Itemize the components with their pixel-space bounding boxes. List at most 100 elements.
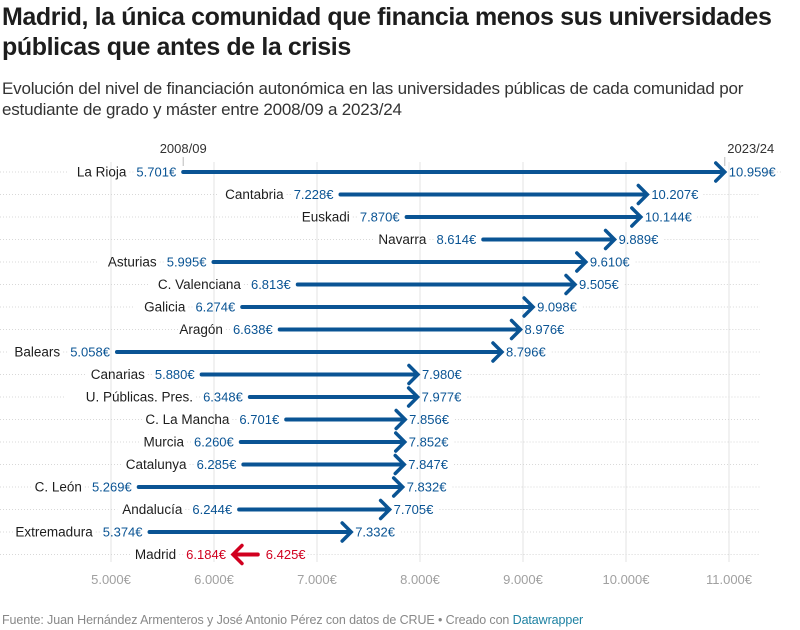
row-canarias: 5.880€ Canarias 7.980€ — [91, 363, 463, 386]
x-tick-label: 5.000€ — [91, 572, 132, 587]
value-label-left: 6.244€ — [192, 502, 233, 517]
value-label-left: 5.701€ — [136, 165, 177, 180]
row-c-la-mancha: 6.701€ C. La Mancha 7.856€ — [145, 408, 450, 431]
value-label-left: 6.348€ — [203, 390, 244, 405]
row-name-label: Navarra — [378, 232, 427, 247]
row-name-label: Extremadura — [15, 525, 93, 540]
end-period-label: 2023/24 — [727, 141, 774, 156]
start-period-label: 2008/09 — [160, 141, 207, 156]
x-tick-label: 9.000€ — [503, 572, 544, 587]
row-name-label: C. León — [35, 480, 82, 495]
period-labels: 2008/09 2023/24 — [160, 141, 774, 166]
row-euskadi: 7.870€ Euskadi 10.144€ — [302, 206, 693, 228]
arrow-head — [394, 431, 408, 453]
row-aragón: 6.638€ Aragón 8.976€ — [179, 318, 566, 341]
value-label-right: 9.505€ — [579, 277, 620, 292]
arrow-head — [393, 453, 407, 476]
x-tick-label: 6.000€ — [194, 572, 235, 587]
value-label-left: 6.274€ — [195, 300, 236, 315]
arrow-chart: 2008/09 2023/24 5.701€ La Rioja 10.959€ 7.2… — [0, 141, 781, 587]
value-label-left: 6.813€ — [251, 277, 292, 292]
row-name-label: Madrid — [135, 547, 176, 562]
value-label-left: 7.870€ — [360, 210, 401, 225]
chart-title: Madrid, la única comunidad que financia … — [2, 3, 772, 61]
arrow-head — [714, 161, 728, 183]
row-name-label: Euskadi — [302, 210, 350, 225]
row-name-label: Cantabria — [225, 187, 284, 202]
arrow-head — [230, 543, 244, 566]
value-label-right: 7.832€ — [407, 480, 448, 495]
row-name-label: Aragón — [179, 322, 223, 337]
row-balears: 5.058€ Balears 8.796€ — [14, 341, 547, 363]
arrow-head — [406, 386, 421, 408]
row-cantabria: 7.228€ Cantabria 10.207€ — [225, 183, 699, 206]
value-label-right: 7.980€ — [422, 367, 463, 382]
value-label-right: 7.847€ — [408, 457, 449, 472]
value-label-right: 10.144€ — [645, 210, 693, 225]
row-murcia: 6.260€ Murcia 7.852€ — [143, 431, 449, 453]
grid-layer — [110, 162, 730, 562]
arrow-head — [522, 296, 536, 318]
value-label-right: 9.610€ — [590, 255, 631, 270]
x-tick-label: 7.000€ — [297, 572, 338, 587]
arrow-head — [630, 206, 644, 228]
value-label-left: 5.880€ — [155, 367, 196, 382]
rows-layer: 5.701€ La Rioja 10.959€ 7.228€ Cantabria 10.2… — [14, 161, 777, 566]
footer: Fuente: Juan Hernández Armenteros y José… — [2, 613, 583, 627]
source-note: Fuente: Juan Hernández Armenteros y José… — [2, 613, 513, 627]
row-guides — [0, 171, 781, 555]
x-tick-label: 11.000€ — [706, 572, 753, 587]
arrow-head — [509, 318, 524, 341]
row-name-label: Murcia — [143, 435, 184, 450]
value-label-right: 8.796€ — [506, 345, 547, 360]
value-label-left: 6.285€ — [197, 457, 238, 472]
row-name-label: C. Valenciana — [158, 277, 242, 292]
x-tick-label: 10.000€ — [603, 572, 651, 587]
value-label-right: 6.425€ — [266, 547, 307, 562]
value-label-left: 5.995€ — [167, 255, 208, 270]
arrow-head — [340, 521, 354, 543]
value-label-left: 6.260€ — [194, 435, 235, 450]
value-label-left: 5.374€ — [103, 525, 144, 540]
value-label-left: 6.638€ — [233, 322, 274, 337]
x-axis: 5.000€ 6.000€ 7.000€ 8.000€ 9.000€ 10.000€ 11.… — [91, 572, 753, 587]
row-c-león: 5.269€ C. León 7.832€ — [35, 476, 448, 498]
row-galicia: 6.274€ Galicia 9.098€ — [144, 296, 578, 318]
arrow-head — [491, 341, 505, 363]
arrow-head — [575, 251, 589, 273]
row-andalucía: 6.244€ Andalucía 7.705€ — [122, 498, 435, 521]
value-label-right: 8.976€ — [525, 322, 566, 337]
value-label-left: 5.269€ — [92, 480, 133, 495]
arrow-head — [564, 273, 578, 296]
arrow-head — [407, 363, 421, 386]
row-name-label: Balears — [14, 345, 60, 360]
row-la-rioja: 5.701€ La Rioja 10.959€ — [77, 161, 777, 183]
arrow-head — [636, 183, 650, 206]
row-extremadura: 5.374€ Extremadura 7.332€ — [15, 521, 396, 543]
value-label-left: 8.614€ — [436, 232, 477, 247]
chart-subtitle: Evolución del nivel de financiación auto… — [2, 79, 744, 119]
value-label-right: 10.207€ — [651, 187, 699, 202]
arrow-head — [378, 498, 393, 521]
row-name-label: La Rioja — [77, 165, 127, 180]
value-label-right: 9.098€ — [537, 300, 578, 315]
row-name-label: Canarias — [91, 367, 145, 382]
arrow-head — [394, 408, 408, 431]
value-label-right: 7.977€ — [422, 390, 463, 405]
row-catalunya: 6.285€ Catalunya 7.847€ — [126, 453, 449, 476]
row-name-label: Galicia — [144, 300, 186, 315]
row-c-valenciana: 6.813€ C. Valenciana 9.505€ — [158, 273, 620, 296]
row-asturias: 5.995€ Asturias 9.610€ — [108, 251, 631, 273]
datawrapper-link[interactable]: Datawrapper — [512, 613, 584, 627]
arrow-head — [603, 228, 618, 251]
row-name-label: U. Públicas. Pres. — [86, 390, 193, 405]
x-tick-label: 8.000€ — [400, 572, 441, 587]
value-label-right: 9.889€ — [619, 232, 660, 247]
value-label-right: 7.332€ — [355, 525, 396, 540]
row-name-label: Catalunya — [126, 457, 187, 472]
value-label-right: 10.959€ — [729, 165, 777, 180]
row-name-label: Asturias — [108, 255, 157, 270]
value-label-right: 7.705€ — [394, 502, 435, 517]
row-u-públicas-pres-: 6.348€ U. Públicas. Pres. 7.977€ — [86, 386, 463, 408]
row-name-label: C. La Mancha — [145, 412, 230, 427]
